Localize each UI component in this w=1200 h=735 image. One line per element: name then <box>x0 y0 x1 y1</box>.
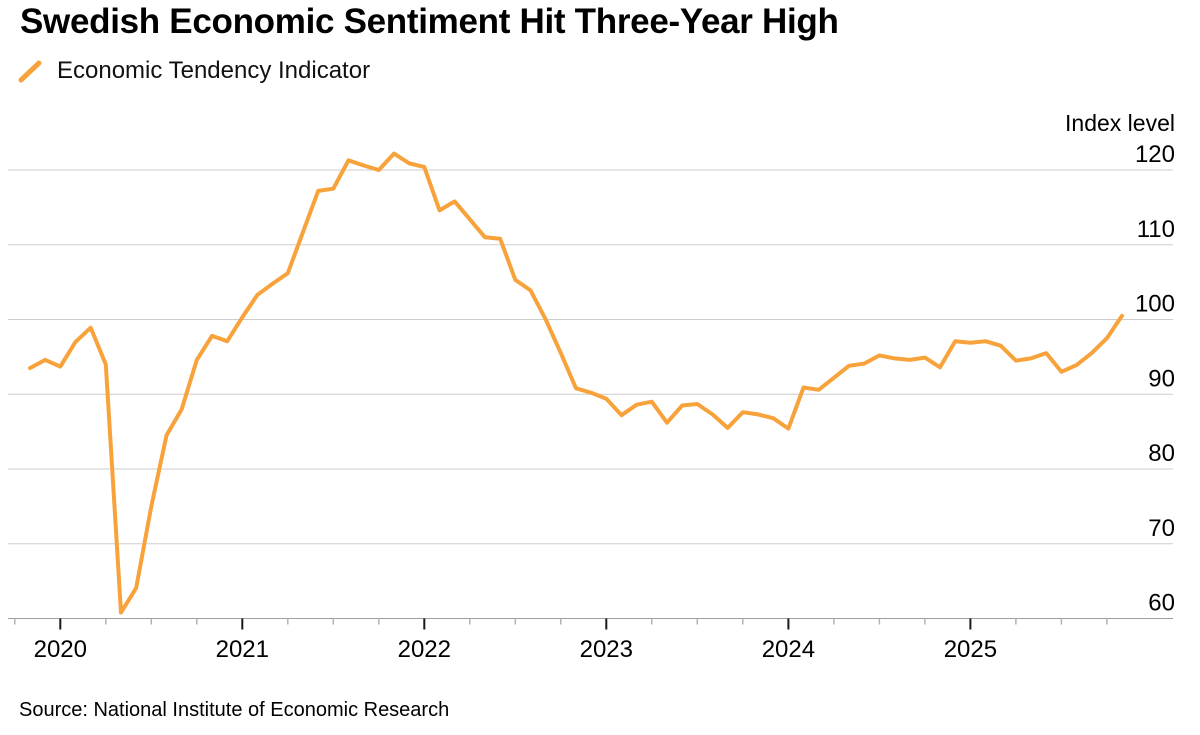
legend-line-stroke <box>18 60 42 83</box>
y-tick-label: 70 <box>1148 515 1175 542</box>
y-tick-label: 80 <box>1148 440 1175 467</box>
x-tick-label: 2023 <box>580 636 633 663</box>
y-axis-title: Index level <box>1065 110 1175 136</box>
x-tick-label: 2024 <box>762 636 815 663</box>
y-tick-label: 60 <box>1148 590 1175 617</box>
x-tick-label: 2025 <box>944 636 997 663</box>
y-tick-label: 100 <box>1135 291 1175 318</box>
x-tick-label: 2020 <box>34 636 87 663</box>
legend: Economic Tendency Indicator <box>16 57 370 85</box>
x-tick-label: 2021 <box>216 636 269 663</box>
chart-title: Swedish Economic Sentiment Hit Three-Yea… <box>20 2 839 41</box>
y-tick-label: 120 <box>1135 141 1175 168</box>
source-note: Source: National Institute of Economic R… <box>19 699 450 721</box>
y-tick-label: 90 <box>1148 365 1175 392</box>
y-tick-label: 110 <box>1137 216 1175 243</box>
chart-line <box>28 151 1124 615</box>
x-tick-label: 2022 <box>398 636 451 663</box>
legend-line-icon <box>18 60 42 83</box>
legend-label: Economic Tendency Indicator <box>57 57 371 84</box>
